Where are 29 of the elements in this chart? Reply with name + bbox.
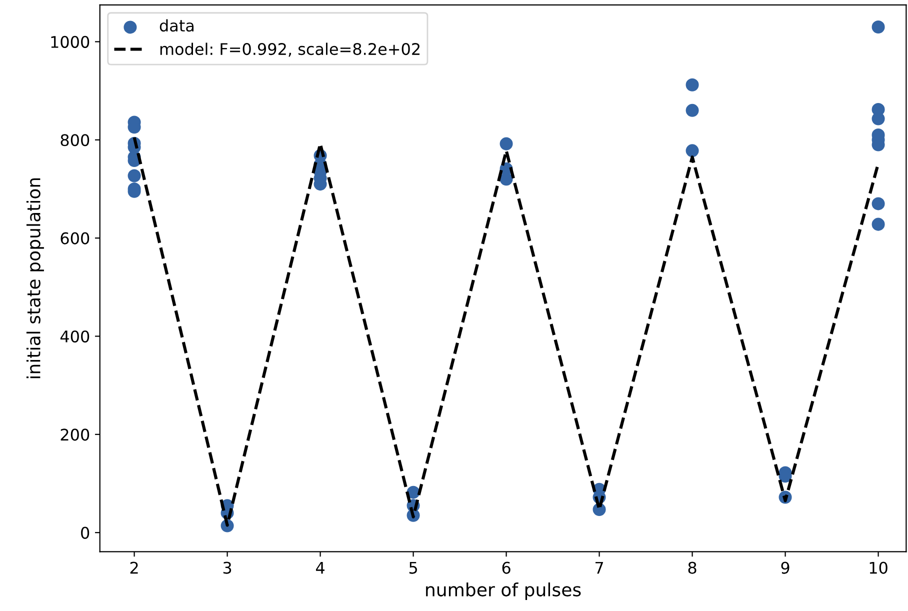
point — [872, 112, 885, 126]
x-tick-label: 8 — [688, 562, 696, 574]
y-tick-label: 1000 — [51, 36, 90, 48]
x-tick-label: 2 — [130, 562, 138, 574]
point — [500, 172, 513, 186]
point — [872, 20, 885, 34]
x-tick-label: 4 — [316, 562, 324, 574]
point — [686, 104, 699, 117]
x-tick-label: 7 — [596, 562, 603, 574]
legend-label: model: F=0.992, scale=8.2e+02 — [160, 42, 420, 57]
x-tick-label: 10 — [870, 562, 888, 574]
x-tick-label: 6 — [502, 562, 510, 574]
point — [872, 197, 885, 210]
y-tick-label: 800 — [60, 134, 90, 146]
y-tick-label: 600 — [60, 232, 90, 244]
x-tick-label: 5 — [409, 562, 417, 574]
y-tick-label: 400 — [60, 330, 90, 343]
point — [128, 169, 141, 182]
y-tick-label: 200 — [60, 428, 90, 441]
x-axis-title: number of pulses — [426, 582, 581, 600]
point — [686, 78, 699, 92]
x-tick-label: 3 — [223, 562, 232, 574]
legend-label: data — [160, 19, 194, 32]
point — [686, 144, 699, 158]
y-axis-title: initial state population — [26, 178, 44, 378]
x-tick-label: 9 — [781, 562, 790, 574]
point — [500, 137, 513, 150]
point — [872, 218, 885, 231]
y-tick-label: 0 — [81, 526, 90, 539]
